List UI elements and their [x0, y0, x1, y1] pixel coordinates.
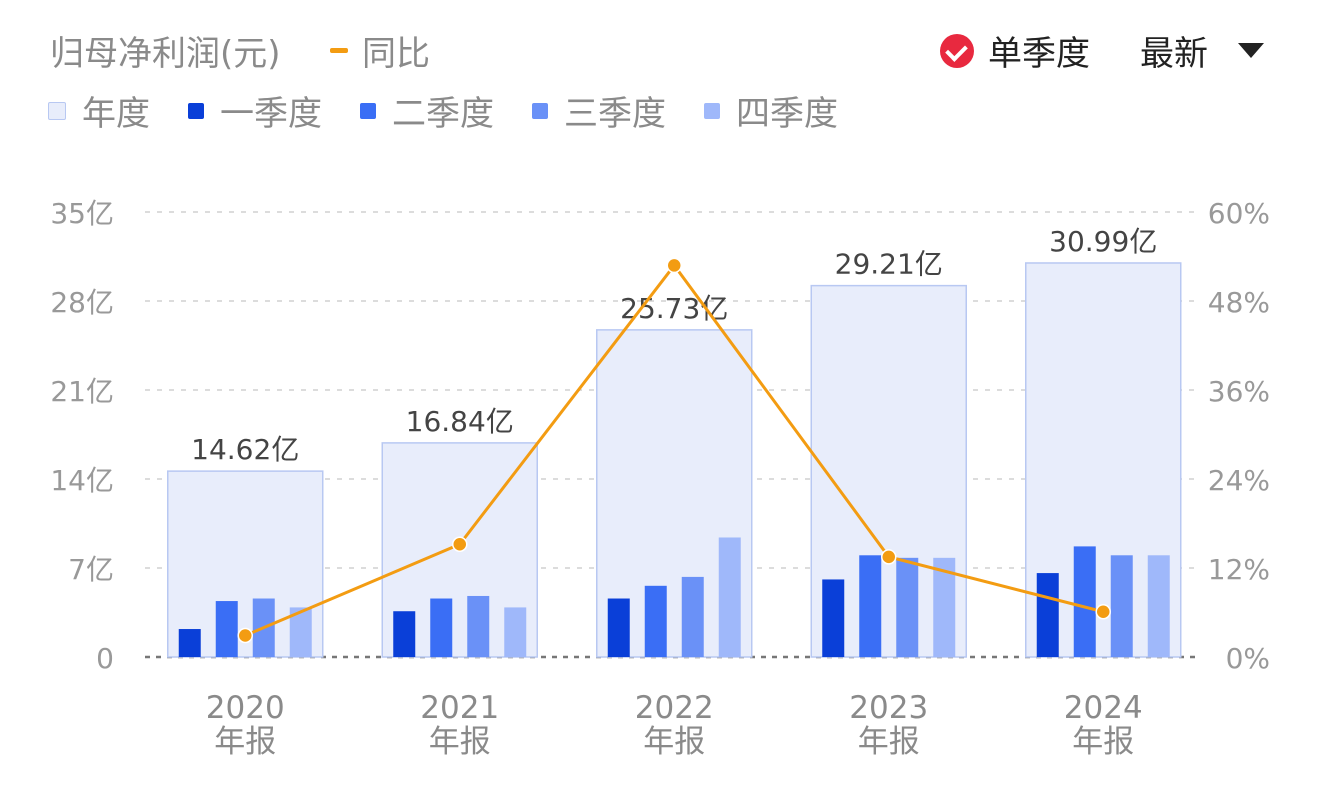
- annual-data-label: 16.84亿: [406, 405, 514, 438]
- legend-item-annual[interactable]: 年度: [48, 86, 150, 135]
- y-left-tick-label: 35亿: [50, 197, 114, 230]
- y-right-tick-label: 0%: [1226, 642, 1270, 675]
- x-tick-label: 2023: [849, 690, 928, 726]
- yoy-point: [666, 257, 682, 274]
- yoy-point: [881, 549, 897, 565]
- quarter-bar: [1036, 573, 1059, 657]
- x-tick-sublabel: 年报: [429, 724, 491, 760]
- y-right-tick-label: 36%: [1208, 375, 1270, 408]
- quarter-bar: [607, 598, 630, 657]
- legend-swatch-annual: [48, 101, 66, 120]
- y-left-tick-label: 7亿: [68, 553, 114, 586]
- yoy-point: [1095, 604, 1111, 620]
- quarter-bar: [718, 537, 741, 657]
- y-left-tick-label: 28亿: [50, 286, 114, 319]
- quarter-bar: [644, 585, 667, 657]
- quarter-bar: [1073, 546, 1096, 657]
- x-tick-sublabel: 年报: [1072, 724, 1134, 760]
- quarter-bar: [289, 607, 312, 657]
- check-icon: [940, 33, 974, 68]
- single-quarter-label: 单季度: [988, 34, 1090, 74]
- quarter-bar: [178, 629, 201, 657]
- legend-label-q1: 一季度: [220, 94, 322, 134]
- annual-data-label: 29.21亿: [835, 248, 943, 281]
- yoy-legend[interactable]: 同比: [330, 26, 430, 75]
- y-left-tick-label: 21亿: [50, 375, 114, 408]
- quarter-bar: [859, 555, 882, 657]
- yoy-point: [452, 536, 468, 553]
- quarter-bar: [467, 595, 490, 657]
- caret-down-icon: [1238, 43, 1264, 58]
- sort-dropdown[interactable]: 最新: [1140, 26, 1264, 75]
- sort-label: 最新: [1140, 34, 1208, 74]
- quarter-bar: [215, 601, 238, 657]
- quarter-bar: [896, 557, 919, 657]
- legend-item-q2[interactable]: 二季度: [360, 86, 494, 135]
- x-tick-label: 2020: [206, 690, 285, 726]
- series-legend: 年度 一季度 二季度 三季度 四季度: [48, 86, 876, 135]
- yoy-legend-label: 同比: [362, 34, 430, 74]
- legend-swatch-q4: [704, 102, 720, 119]
- annual-data-label: 30.99亿: [1049, 225, 1157, 258]
- legend-label-annual: 年度: [82, 94, 150, 134]
- quarter-bar: [681, 576, 704, 657]
- yoy-point: [237, 627, 253, 644]
- legend-item-q4[interactable]: 四季度: [704, 86, 838, 135]
- quarter-bar: [393, 611, 416, 657]
- y-left-tick-label: 14亿: [50, 464, 114, 497]
- legend-label-q3: 三季度: [564, 94, 666, 134]
- legend-item-q1[interactable]: 一季度: [188, 86, 322, 135]
- legend-swatch-q3: [532, 102, 548, 119]
- legend-swatch-q2: [360, 102, 376, 119]
- y-right-tick-label: 60%: [1208, 197, 1270, 230]
- quarter-bar: [1147, 555, 1170, 657]
- x-tick-sublabel: 年报: [643, 724, 705, 760]
- single-quarter-toggle[interactable]: 单季度: [940, 26, 1090, 75]
- legend-label-q2: 二季度: [392, 94, 494, 134]
- x-tick-label: 2021: [420, 690, 499, 726]
- quarter-bar: [1110, 555, 1133, 657]
- y-right-tick-label: 48%: [1208, 286, 1270, 319]
- y-left-tick-label: 0: [96, 642, 114, 675]
- chart-title: 归母净利润(元): [50, 34, 281, 74]
- y-right-tick-label: 12%: [1208, 553, 1270, 586]
- x-tick-sublabel: 年报: [214, 724, 276, 760]
- quarter-bar: [504, 607, 527, 657]
- annual-data-label: 25.73亿: [620, 292, 728, 325]
- annual-data-label: 14.62亿: [191, 433, 299, 466]
- y-right-tick-label: 24%: [1208, 464, 1270, 497]
- yoy-swatch: [330, 48, 348, 53]
- legend-swatch-q1: [188, 102, 204, 119]
- x-tick-label: 2022: [635, 690, 714, 726]
- legend-item-q3[interactable]: 三季度: [532, 86, 666, 135]
- chart-header: 归母净利润(元) 同比 单季度 最新 年度 一季度 二季度 三季度 四季度: [0, 0, 1320, 140]
- quarter-bar: [933, 557, 956, 657]
- x-tick-sublabel: 年报: [858, 724, 920, 760]
- quarter-bar: [430, 598, 453, 657]
- x-tick-label: 2024: [1064, 690, 1143, 726]
- quarter-bar: [822, 579, 845, 657]
- legend-label-q4: 四季度: [736, 94, 838, 134]
